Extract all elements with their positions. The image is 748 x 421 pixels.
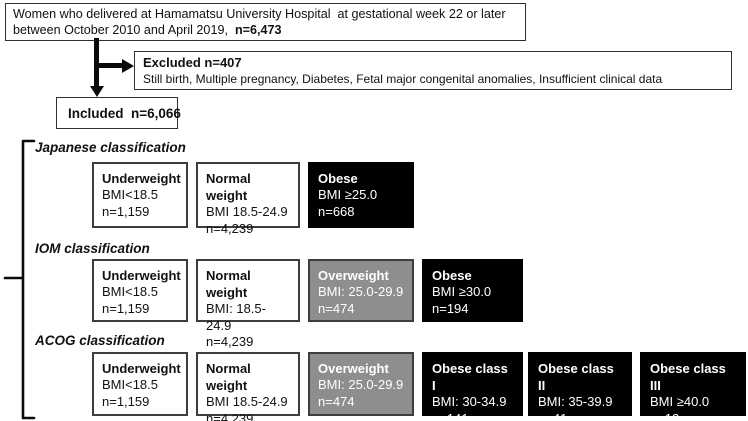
bmi-range: BMI<18.5	[102, 284, 159, 299]
box-iom-overweight: Overweight BMI: 25.0-29.9 n=474	[308, 259, 414, 322]
bmi-range: BMI 18.5-24.9	[206, 394, 288, 409]
box-japanese-obese: Obese BMI ≥25.0 n=668	[308, 162, 414, 228]
box-acog-underweight: Underweight BMI<18.5 n=1,159	[92, 352, 188, 416]
source-total-n: n=6,473	[234, 22, 282, 37]
bmi-range: BMI: 18.5-24.9	[206, 301, 266, 333]
box-acog-obese-class-3: Obese class III BMI ≥40.0 n=12	[640, 352, 746, 421]
category-title: Overweight	[318, 268, 389, 283]
arrow-down-icon	[89, 86, 104, 97]
category-title: Obese class II	[538, 361, 614, 393]
connector-vertical-line	[94, 38, 99, 87]
box-iom-obese: Obese BMI ≥30.0 n=194	[422, 259, 523, 322]
connector-branch-line	[94, 63, 123, 68]
box-japanese-underweight: Underweight BMI<18.5 n=1,159	[92, 162, 188, 228]
arrow-right-icon	[122, 58, 134, 73]
box-acog-obese-class-1: Obese class I BMI: 30-34.9 n=141	[422, 352, 523, 421]
category-title: Overweight	[318, 361, 389, 376]
category-title: Normal weight	[206, 361, 251, 393]
count: n=194	[432, 300, 469, 316]
count: n=4,239	[206, 410, 254, 421]
count: n=474	[318, 393, 355, 409]
classification-bracket	[3, 139, 36, 420]
count: n=1,159	[102, 203, 150, 219]
section-heading-japanese: Japanese classification	[35, 140, 186, 155]
count: n=4,239	[206, 334, 254, 349]
bmi-range: BMI ≥40.0	[650, 394, 710, 409]
bmi-range: BMI: 30-34.9	[432, 394, 507, 409]
bmi-range: BMI 18.5-24.9	[206, 204, 288, 219]
excluded-details: Still birth, Multiple pregnancy, Diabete…	[143, 72, 663, 86]
category-title: Obese	[318, 171, 358, 186]
category-title: Obese class I	[432, 361, 508, 393]
count: n=12	[650, 410, 680, 421]
box-iom-underweight: Underweight BMI<18.5 n=1,159	[92, 259, 188, 322]
count: n=474	[318, 300, 355, 316]
count: n=668	[318, 203, 355, 219]
excluded-heading: Excluded n=407	[143, 55, 242, 70]
category-title: Underweight	[102, 268, 181, 283]
bmi-range: BMI ≥30.0	[432, 284, 492, 299]
box-acog-normal-weight: Normal weight BMI 18.5-24.9 n=4,239	[196, 352, 300, 421]
bmi-range: BMI ≥25.0	[318, 187, 378, 202]
category-title: Obese class III	[650, 361, 726, 393]
bmi-range: BMI: 25.0-29.9	[318, 377, 404, 392]
bmi-range: BMI<18.5	[102, 187, 159, 202]
source-population-box: Women who delivered at Hamamatsu Univers…	[5, 3, 526, 41]
bmi-range: BMI<18.5	[102, 377, 159, 392]
count: n=141	[432, 410, 469, 421]
category-title: Obese	[432, 268, 472, 283]
box-acog-overweight: Overweight BMI: 25.0-29.9 n=474	[308, 352, 414, 416]
section-heading-acog: ACOG classification	[35, 333, 165, 348]
excluded-box: Excluded n=407 Still birth, Multiple pre…	[134, 51, 732, 90]
count: n=1,159	[102, 393, 150, 409]
bmi-range: BMI: 35-39.9	[538, 394, 613, 409]
count: n=41	[538, 410, 568, 421]
category-title: Underweight	[102, 171, 181, 186]
section-heading-iom: IOM classification	[35, 241, 150, 256]
count: n=4,239	[206, 220, 254, 236]
box-acog-obese-class-2: Obese class II BMI: 35-39.9 n=41	[528, 352, 632, 421]
bmi-range: BMI: 25.0-29.9	[318, 284, 404, 299]
included-box: Included n=6,066	[56, 97, 181, 129]
category-title: Normal weight	[206, 171, 251, 203]
source-line2: between October 2010 and April 2019,	[13, 22, 235, 37]
source-line1: Women who delivered at Hamamatsu Univers…	[13, 7, 506, 21]
category-title: Normal weight	[206, 268, 251, 300]
included-label: Included n=6,066	[68, 105, 181, 121]
box-iom-normal-weight: Normal weight BMI: 18.5-24.9 n=4,239	[196, 259, 300, 349]
count: n=1,159	[102, 300, 150, 316]
box-japanese-normal-weight: Normal weight BMI 18.5-24.9 n=4,239	[196, 162, 300, 236]
category-title: Underweight	[102, 361, 181, 376]
